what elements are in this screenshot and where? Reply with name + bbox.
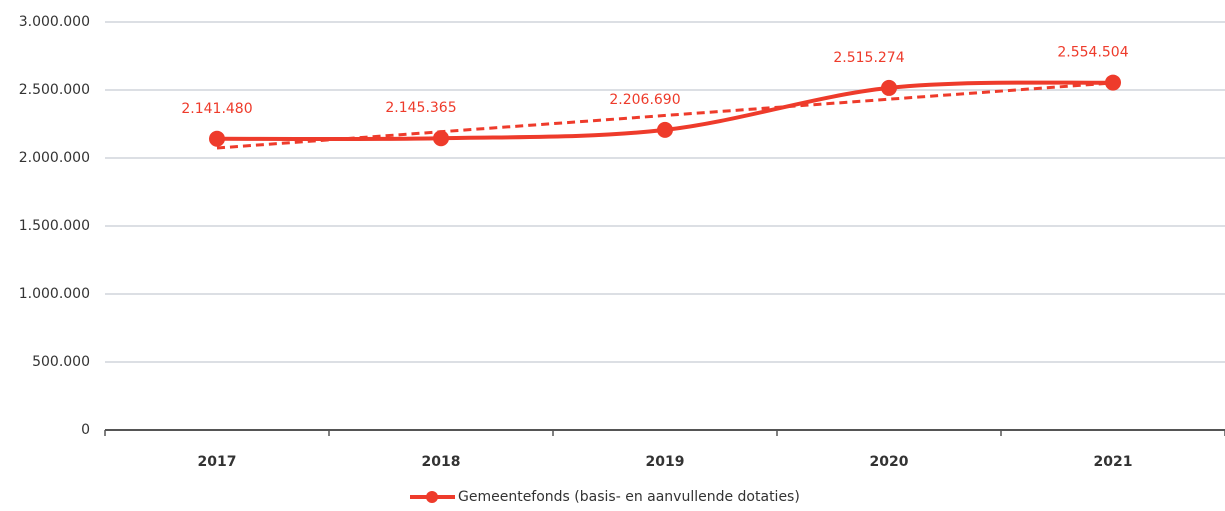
- x-tick-label: 2017: [198, 454, 237, 470]
- value-label: 2.141.480: [181, 101, 252, 117]
- y-tick-label: 0: [81, 422, 90, 438]
- x-tick-label: 2021: [1094, 454, 1133, 470]
- y-tick-label: 500.000: [32, 354, 90, 370]
- x-tick-label: 2020: [870, 454, 909, 470]
- value-label: 2.515.274: [833, 50, 904, 66]
- point: [433, 130, 449, 147]
- y-tick-label: 2.000.000: [19, 150, 90, 166]
- y-tick-label: 2.500.000: [19, 82, 90, 98]
- y-tick-label: 1.500.000: [19, 218, 90, 234]
- trendline: [216, 81, 1114, 150]
- y-tick-label: 1.000.000: [19, 286, 90, 302]
- x-tick-label: 2018: [422, 454, 461, 470]
- value-label: 2.554.504: [1057, 45, 1128, 61]
- legend-label: Gemeentefonds (basis- en aanvullende dot…: [458, 489, 800, 505]
- point: [881, 79, 897, 96]
- point: [209, 130, 225, 147]
- point: [1105, 74, 1121, 91]
- value-label: 2.145.365: [385, 100, 456, 116]
- value-label: 2.206.690: [609, 92, 680, 108]
- legend-marker: [426, 491, 438, 503]
- x-tick-label: 2019: [646, 454, 685, 470]
- point: [657, 121, 673, 138]
- y-tick-label: 3.000.000: [19, 14, 90, 30]
